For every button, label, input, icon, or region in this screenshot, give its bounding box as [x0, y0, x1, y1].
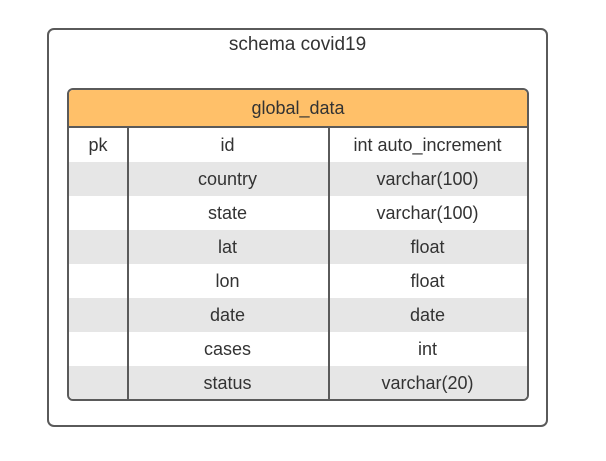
- table-row: state varchar(100): [69, 196, 527, 230]
- key-cell: [69, 196, 127, 230]
- table-row: pk id int auto_increment: [69, 128, 527, 162]
- table-header: global_data: [69, 90, 527, 128]
- column-type-cell: int auto_increment: [353, 134, 502, 155]
- key-cell: pk: [88, 134, 108, 155]
- table-row: status varchar(20): [69, 366, 527, 399]
- column-name-cell: date: [209, 304, 246, 325]
- key-cell: [69, 162, 127, 196]
- table-name: global_data: [251, 97, 345, 118]
- key-cell: [69, 264, 127, 298]
- column-type-cell: float: [410, 270, 445, 291]
- table-row: date date: [69, 298, 527, 332]
- key-cell: [69, 230, 127, 264]
- column-name-cell: lon: [215, 270, 240, 291]
- column-type-cell: float: [410, 236, 445, 257]
- entity-table-global-data: global_data pk id int auto_increment cou…: [67, 88, 529, 401]
- schema-title: schema covid19: [228, 34, 367, 55]
- table-row: country varchar(100): [69, 162, 527, 196]
- column-name-cell: lat: [217, 236, 237, 257]
- column-divider: [127, 128, 129, 399]
- table-row: lon float: [69, 264, 527, 298]
- table-row: lat float: [69, 230, 527, 264]
- column-type-cell: varchar(100): [376, 202, 479, 223]
- table-rows: pk id int auto_increment country varchar…: [69, 128, 527, 399]
- column-name-cell: state: [207, 202, 248, 223]
- column-type-cell: int: [417, 338, 437, 359]
- column-type-cell: varchar(20): [381, 372, 474, 393]
- column-divider: [328, 128, 330, 399]
- column-name-cell: id: [220, 134, 235, 155]
- column-name-cell: country: [197, 168, 258, 189]
- column-name-cell: cases: [203, 338, 252, 359]
- key-cell: [69, 366, 127, 399]
- table-row: cases int: [69, 332, 527, 366]
- key-cell: [69, 298, 127, 332]
- column-type-cell: varchar(100): [376, 168, 479, 189]
- column-name-cell: status: [203, 372, 252, 393]
- key-cell: [69, 332, 127, 366]
- column-type-cell: date: [409, 304, 446, 325]
